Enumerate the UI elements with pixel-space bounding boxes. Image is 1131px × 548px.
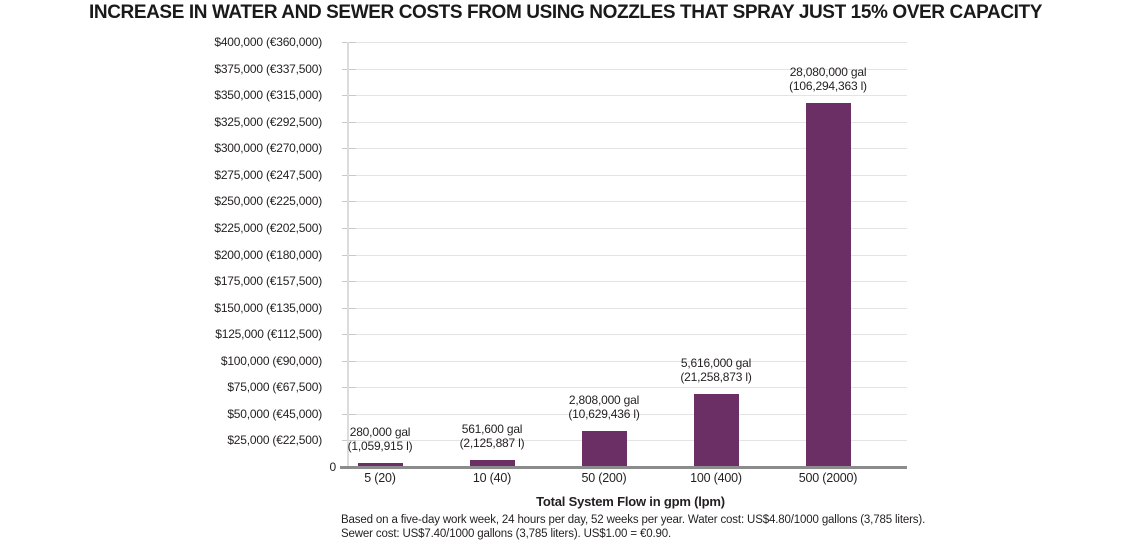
- y-tick-label: $300,000 (€270,000): [214, 141, 322, 156]
- bar: [693, 394, 739, 467]
- y-tick-label: $100,000 (€90,000): [220, 353, 322, 368]
- gridline: [348, 387, 907, 389]
- y-axis-tick: [342, 95, 356, 97]
- y-tick-label: $150,000 (€135,000): [214, 300, 322, 315]
- y-axis-tick: [342, 148, 356, 150]
- gridline: [348, 360, 907, 362]
- chart-title: INCREASE IN WATER AND SEWER COSTS FROM U…: [89, 2, 1042, 23]
- y-tick-label: $350,000 (€315,000): [214, 88, 322, 103]
- bar: [357, 463, 403, 467]
- y-axis-tick: [342, 42, 356, 43]
- y-axis-tick: [342, 254, 356, 256]
- gridline: [348, 440, 907, 442]
- footnote-line-2: Sewer cost: US$7.40/1000 gallons (3,785 …: [341, 527, 672, 540]
- gridline: [348, 334, 907, 336]
- y-tick-label: $125,000 (€112,500): [215, 327, 322, 342]
- y-tick-label: $325,000 (€292,500): [214, 114, 322, 129]
- gridline: [348, 174, 907, 176]
- y-axis-tick: [342, 334, 356, 336]
- gridline: [348, 95, 907, 97]
- y-tick-label: $175,000 (€157,500): [214, 274, 322, 289]
- gridline: [348, 201, 907, 203]
- bar: [469, 459, 515, 467]
- gridline: [348, 121, 907, 123]
- y-tick-label: $225,000 (€202,500): [214, 220, 322, 235]
- x-tick-label: 500 (2000): [798, 471, 858, 485]
- y-axis-line: [347, 42, 349, 467]
- bar-value-label: 561,600 gal (2,125,887 l): [459, 421, 525, 450]
- gridline: [348, 307, 907, 309]
- x-tick-label: 10 (40): [472, 471, 512, 485]
- y-axis-tick: [342, 227, 356, 229]
- x-tick-label: 50 (200): [581, 471, 627, 485]
- y-tick-label: $375,000 (€337,500): [214, 61, 322, 76]
- y-axis-tick: [342, 440, 356, 442]
- x-tick-label: 100 (400): [690, 471, 742, 485]
- y-tick-label: $275,000 (€247,500): [214, 167, 322, 182]
- bar-value-label: 5,616,000 gal (21,258,873 l): [680, 356, 752, 385]
- y-axis-tick: [342, 413, 356, 415]
- x-axis-baseline: [340, 466, 907, 469]
- bar-value-label: 28,080,000 gal (106,294,363 l): [789, 65, 867, 94]
- y-tick-label: $400,000 (€360,000): [214, 35, 322, 49]
- y-axis-tick: [342, 281, 356, 283]
- gridline: [348, 254, 907, 256]
- gridline: [348, 413, 907, 415]
- bar-value-label: 2,808,000 gal (10,629,436 l): [568, 392, 640, 421]
- y-axis-tick: [342, 121, 356, 123]
- gridline: [348, 227, 907, 229]
- gridline: [348, 281, 907, 283]
- x-axis-title: Total System Flow in gpm (lpm): [536, 494, 725, 509]
- y-tick-label: 0: [329, 460, 337, 474]
- footnote-line-1: Based on a five-day work week, 24 hours …: [341, 514, 926, 526]
- y-tick-label: $50,000 (€45,000): [227, 406, 322, 421]
- y-tick-label: $200,000 (€180,000): [214, 247, 322, 262]
- bar: [581, 430, 627, 467]
- y-tick-label: $75,000 (€67,500): [227, 380, 322, 395]
- x-tick-label: 5 (20): [364, 471, 396, 485]
- bar: [805, 103, 851, 467]
- y-tick-label: $25,000 (€22,500): [227, 433, 322, 448]
- y-axis-tick: [342, 174, 356, 176]
- y-axis-tick: [342, 201, 356, 203]
- gridline: [348, 42, 907, 43]
- bar-value-label: 280,000 gal (1,059,915 l): [347, 425, 413, 454]
- gridline: [348, 68, 907, 70]
- y-tick-label: $250,000 (€225,000): [214, 194, 322, 209]
- y-axis-tick: [342, 68, 356, 70]
- y-axis-tick: [342, 387, 356, 389]
- footnote: Based on a five-day work week, 24 hours …: [341, 514, 925, 541]
- gridline: [348, 148, 907, 150]
- y-axis-tick: [342, 307, 356, 309]
- y-axis-tick: [342, 360, 356, 362]
